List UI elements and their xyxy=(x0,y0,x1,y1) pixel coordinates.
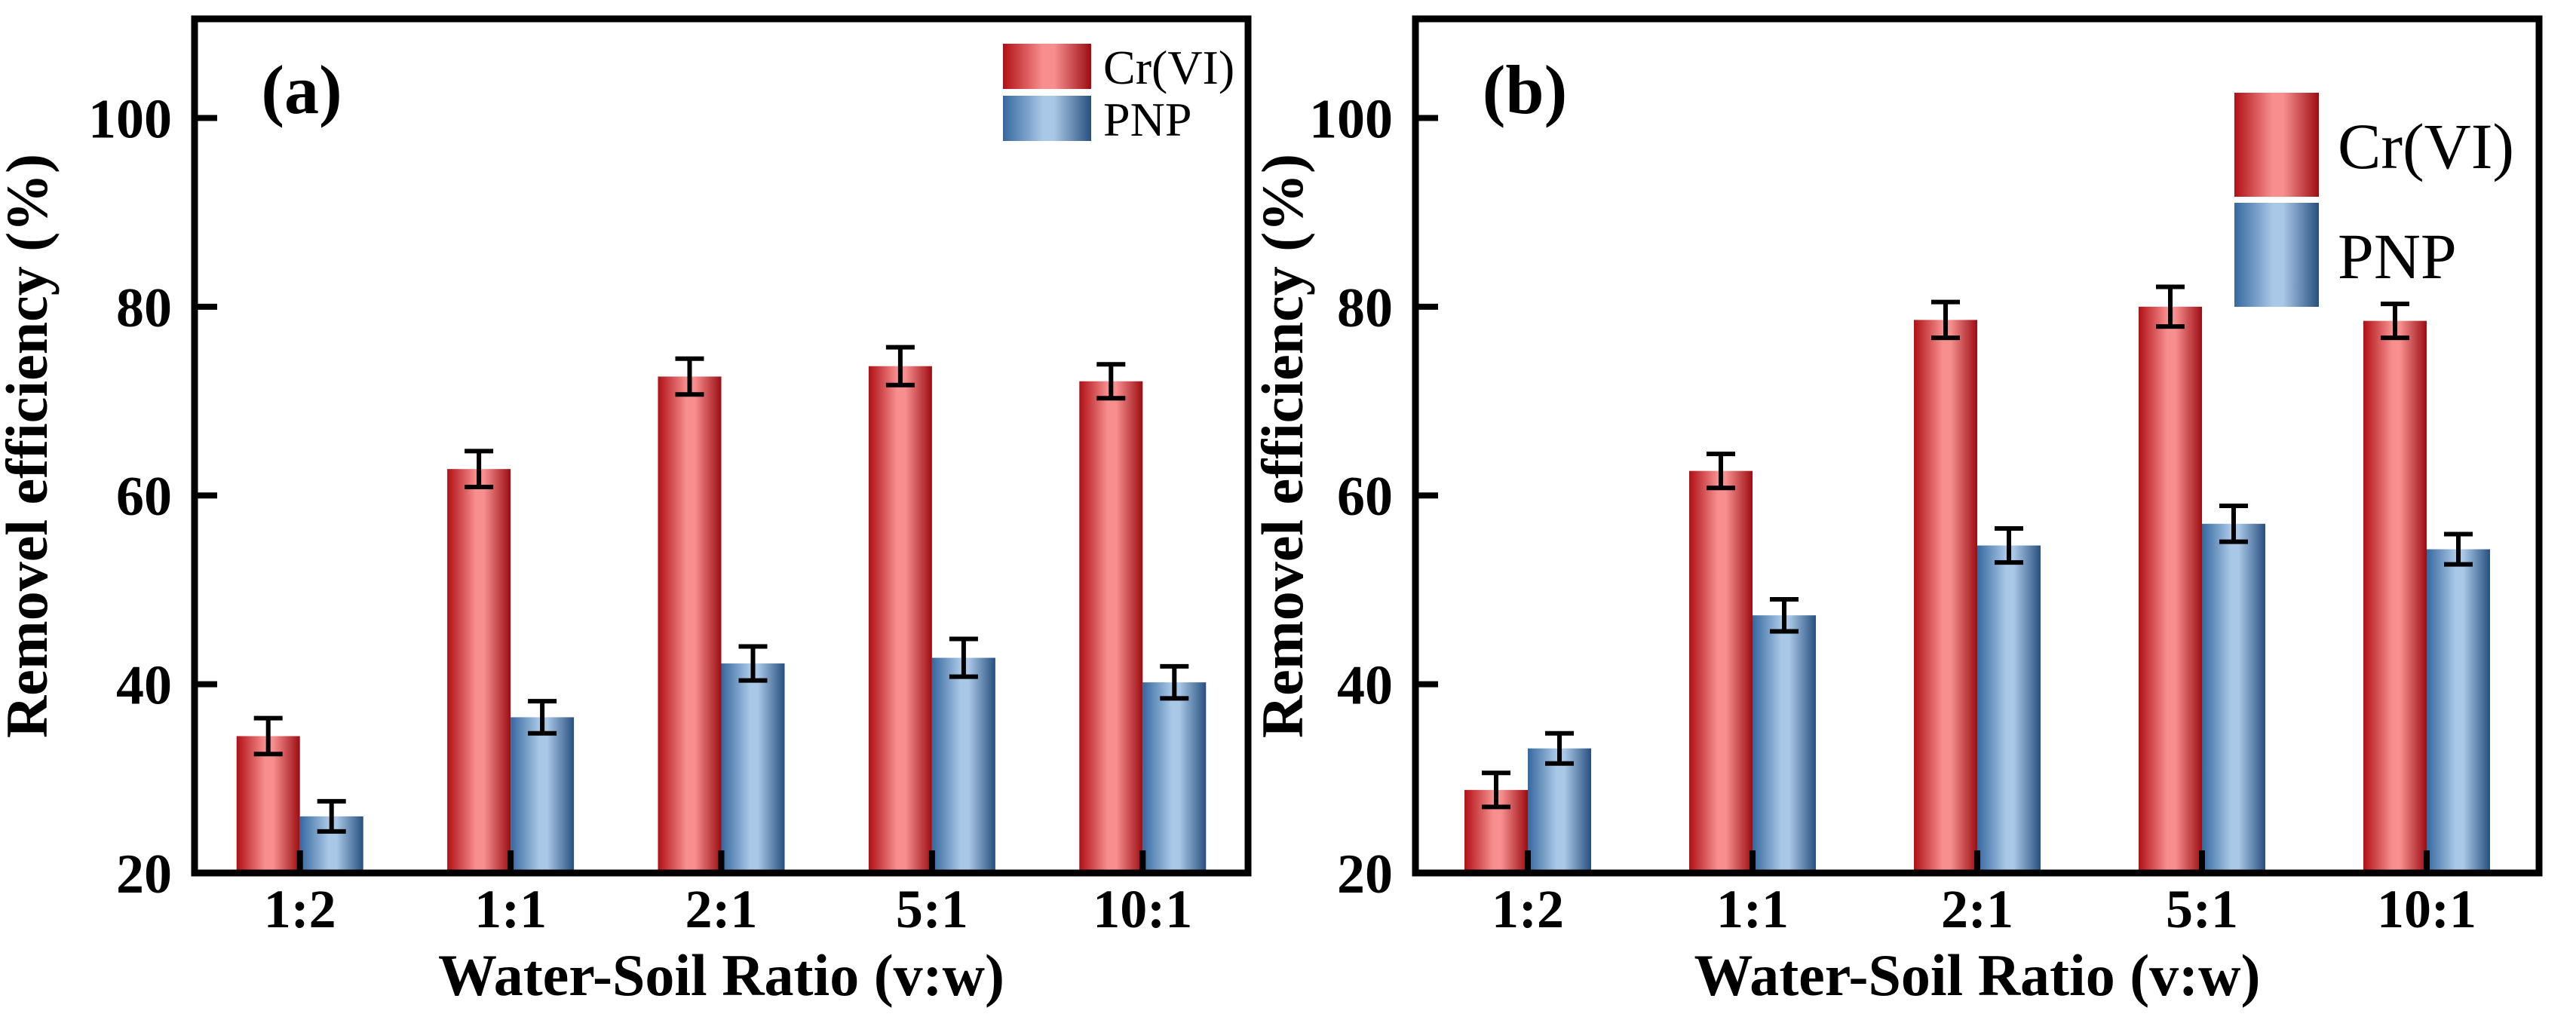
x-axis-tick-label: 1:1 xyxy=(474,879,547,939)
bar-pnp-5-1 xyxy=(931,657,995,873)
bar-pnp-1-1 xyxy=(1753,615,1816,873)
error-bar-pnp-1 xyxy=(528,699,557,736)
error-bar-pnp-4 xyxy=(2444,531,2473,567)
y-axis-tick-label: 80 xyxy=(116,277,172,339)
x-axis-tick-label: 1:1 xyxy=(1716,879,1789,939)
bar-crvi-10-1 xyxy=(1079,381,1143,873)
error-bar-crvi-2 xyxy=(1931,299,1960,341)
bar-crvi-5-1 xyxy=(868,366,932,873)
error-bar-pnp-0 xyxy=(1545,730,1574,766)
legend-label-crvi: Cr(VI) xyxy=(2338,110,2514,182)
x-axis-tick-label: 5:1 xyxy=(2166,879,2238,939)
y-axis-tick-label: 80 xyxy=(1337,277,1393,339)
y-axis-tick-label: 100 xyxy=(1309,88,1393,150)
bar-pnp-1-1 xyxy=(511,717,575,873)
legend-swatch-pnp xyxy=(2234,203,2319,307)
x-axis-tick-label: 2:1 xyxy=(1941,879,2013,939)
error-bar-crvi-0 xyxy=(1482,770,1510,810)
y-axis-tick-label: 100 xyxy=(88,88,172,150)
error-bar-pnp-3 xyxy=(949,636,978,679)
bar-pnp-1-2 xyxy=(1528,748,1591,873)
legend-swatch-pnp xyxy=(1003,96,1091,141)
x-axis-title: Water-Soil Ratio (v:w) xyxy=(438,942,1004,1008)
error-bar-pnp-4 xyxy=(1160,663,1189,701)
x-axis-tick-label: 1:2 xyxy=(264,879,336,939)
legend: Cr(VI)PNP xyxy=(1003,41,1234,146)
bar-pnp-10-1 xyxy=(2427,549,2490,873)
y-axis-tick-label: 40 xyxy=(1337,655,1393,717)
error-bar-crvi-0 xyxy=(253,715,283,757)
error-bar-pnp-2 xyxy=(1995,526,2023,565)
bar-crvi-1-1 xyxy=(447,469,511,873)
error-bar-crvi-1 xyxy=(1707,452,1735,491)
bar-crvi-5-1 xyxy=(2139,306,2202,873)
y-axis-title: Removel efficiency (%) xyxy=(1250,154,1315,738)
bar-crvi-1-1 xyxy=(1689,470,1753,873)
x-axis-tick-label: 10:1 xyxy=(2377,879,2476,939)
bar-pnp-5-1 xyxy=(2202,523,2265,873)
legend-label-pnp: PNP xyxy=(1103,93,1191,146)
bar-pnp-2-1 xyxy=(721,663,785,873)
y-axis-tick-label: 20 xyxy=(116,844,172,905)
legend: Cr(VI) PNP xyxy=(2234,93,2514,307)
error-bar-crvi-3 xyxy=(885,345,915,387)
y-axis-tick-label: 20 xyxy=(1337,844,1393,905)
error-bar-pnp-0 xyxy=(317,798,346,834)
legend-swatch-crvi xyxy=(1003,44,1091,89)
bar-crvi-2-1 xyxy=(658,376,722,873)
x-axis-title: Water-Soil Ratio (v:w) xyxy=(1694,942,2261,1008)
x-axis-tick-label: 2:1 xyxy=(685,879,758,939)
x-axis-tick-label: 1:2 xyxy=(1492,879,1564,939)
bar-crvi-2-1 xyxy=(1914,320,1977,874)
y-axis-tick-label: 40 xyxy=(116,655,172,717)
panel-label: (b) xyxy=(1483,51,1567,128)
error-bar-pnp-2 xyxy=(738,644,768,683)
y-axis-tick-label: 60 xyxy=(116,466,172,528)
error-bar-crvi-2 xyxy=(675,356,704,397)
legend-swatch-crvi xyxy=(2234,93,2319,197)
chart-panel-b: 20 40 60 80 100 1:2 1:1 2:1 5:1 10:1 Water-Soil Ra… xyxy=(1250,15,2543,1008)
error-bar-crvi-3 xyxy=(2156,284,2185,329)
y-axis-title: Removel efficiency (%) xyxy=(0,154,60,738)
y-axis-tick-label: 60 xyxy=(1337,466,1393,528)
bar-crvi-10-1 xyxy=(2363,320,2427,873)
error-bar-pnp-3 xyxy=(2219,503,2248,544)
error-bar-crvi-4 xyxy=(1096,362,1126,401)
error-bar-crvi-1 xyxy=(465,449,494,489)
legend-label-pnp: PNP xyxy=(2338,220,2457,293)
error-bar-pnp-1 xyxy=(1770,596,1799,634)
bar-pnp-2-1 xyxy=(1977,545,2041,873)
x-axis-tick-label: 10:1 xyxy=(1093,879,1192,939)
chart-panel-a: 20 40 60 80 100 1:2 1:1 2:1 5:1 10:1 Water-Soil Ra… xyxy=(0,15,1252,1008)
legend-label-crvi: Cr(VI) xyxy=(1103,41,1234,94)
bar-crvi-1-2 xyxy=(236,736,300,873)
bar-pnp-10-1 xyxy=(1142,682,1207,873)
panel-label: (a) xyxy=(261,51,342,128)
error-bar-crvi-4 xyxy=(2381,302,2409,341)
x-axis-tick-label: 5:1 xyxy=(896,879,968,939)
